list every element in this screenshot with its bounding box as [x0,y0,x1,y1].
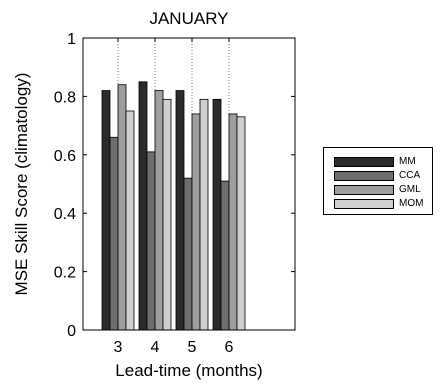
legend-item-mom: MOM [334,197,423,210]
x-tick-label: 6 [225,339,234,356]
y-tick-label: 0 [67,323,76,340]
x-axis: 3 4 5 6 [114,38,234,356]
y-tick-label: 0.6 [54,148,76,165]
bar-cca-3 [109,136,119,331]
bar-mom-4 [162,98,172,331]
legend-swatch [334,184,394,195]
plot-frame [82,37,296,331]
bar-cca-6 [220,180,230,331]
x-tick-label: 4 [151,339,160,356]
x-tick-label: 3 [114,339,123,356]
y-tick-label: 0.2 [54,265,76,282]
x-axis-label: Lead-time (months) [115,361,262,380]
bars [101,81,246,331]
legend-swatch [334,156,394,167]
legend-swatch [334,170,394,181]
legend-label: MOM [399,198,424,209]
bar-mm-3 [101,90,111,331]
legend-label: GML [399,184,421,195]
bar-mom-5 [199,98,209,331]
legend-label: CCA [399,170,421,181]
bar-mm-4 [138,81,148,331]
legend-item-gml: GML [334,183,421,196]
legend-label: MM [399,156,416,167]
grid-lines [117,38,230,330]
bar-gml-5 [191,113,201,331]
bar-gml-6 [228,113,238,331]
legend-item-mm: MM [334,155,416,168]
bar-cca-5 [183,177,193,331]
y-axis-label: MSE Skill Score (climatology) [12,73,31,296]
legend: MM CCA GML MOM [323,147,433,215]
y-tick-label: 0.4 [54,206,76,223]
bar-mm-6 [212,98,222,331]
chart-title: JANUARY [149,9,228,28]
legend-item-cca: CCA [334,169,420,182]
y-tick-label: 0.8 [54,89,76,106]
bar-mm-5 [175,90,185,331]
bar-gml-4 [154,90,164,331]
bar-gml-3 [117,84,127,331]
bar-mom-3 [125,110,135,331]
bar-mom-6 [236,116,246,331]
legend-swatch [334,198,394,209]
y-tick-label: 1 [67,31,76,48]
y-axis: 0 0.2 0.4 0.6 0.8 1 [54,31,295,340]
bar-cca-4 [146,151,156,331]
x-tick-label: 5 [188,339,197,356]
